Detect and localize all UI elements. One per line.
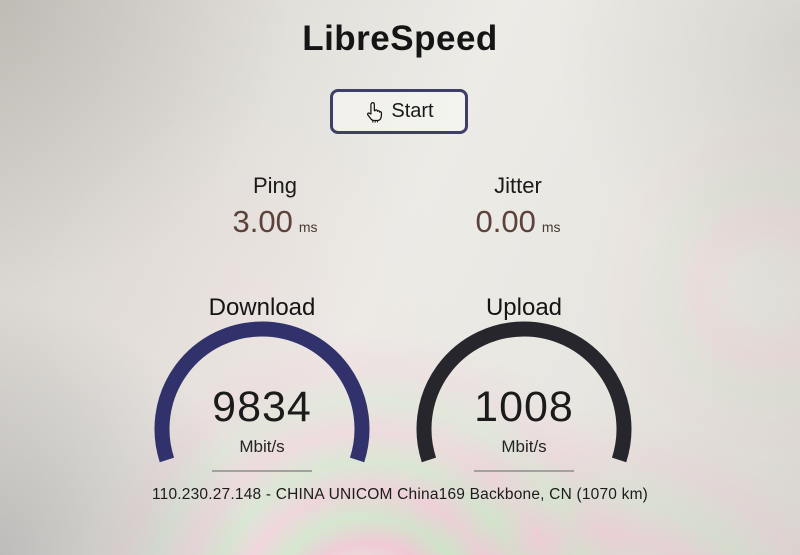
jitter-unit: ms [541,219,561,235]
download-gauge: Download 9834 Mbit/s [147,292,377,487]
upload-unit: Mbit/s [501,437,547,456]
page-title: LibreSpeed [302,19,498,58]
download-gauge-arc-svg [154,321,370,463]
download-gauge-arc [154,321,370,463]
download-unit: Mbit/s [239,437,285,456]
ping-label: Ping [252,173,298,198]
server-info-text: 110.230.27.148 - CHINA UNICOM China169 B… [151,486,649,503]
ping-unit: ms [298,219,318,235]
ping-value: 3.00 [232,204,293,239]
download-label: Download [208,294,316,321]
ping-metric: Ping 3.00 ms [165,173,385,240]
upload-progress-track [474,470,574,472]
jitter-metric: Jitter 0.00 ms [408,173,628,240]
download-progress-track [212,470,312,472]
jitter-label: Jitter [494,173,542,198]
upload-gauge: Upload 1008 Mbit/s [409,292,639,487]
jitter-value: 0.00 [475,204,536,239]
upload-value: 1008 [474,383,574,431]
download-value: 9834 [212,383,312,431]
start-button[interactable]: Start [330,89,468,134]
hand-pointer-cursor-icon [367,101,383,123]
upload-label: Upload [485,294,563,321]
upload-gauge-arc [416,321,632,463]
upload-gauge-arc-svg [416,321,632,463]
start-button-label: Start [391,100,434,122]
